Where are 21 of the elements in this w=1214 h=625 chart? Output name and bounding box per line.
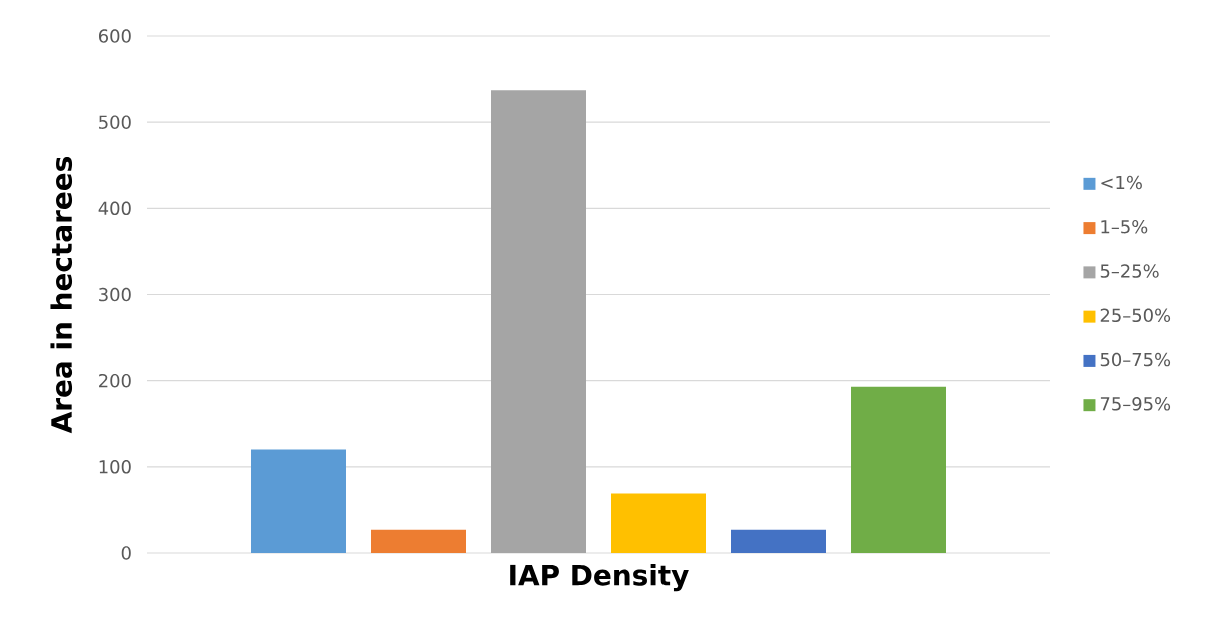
bar (731, 529, 826, 553)
y-tick-label: 600 (98, 29, 131, 43)
legend-label: <1% (1101, 175, 1142, 190)
y-tick-label: 300 (99, 287, 131, 302)
bar (611, 493, 706, 553)
y-tick-label: 400 (98, 201, 131, 216)
y-tick-label: 0 (121, 546, 131, 560)
bar (491, 90, 586, 553)
legend-label: 75–95% (1100, 397, 1171, 411)
legend-label: 1–5% (1101, 219, 1148, 234)
bar (250, 449, 346, 553)
y-tick-label: 500 (99, 115, 131, 129)
y-axis-title: Area in hectarees (50, 157, 73, 434)
y-tick-label: 200 (99, 373, 131, 388)
legend-label: 50–75% (1100, 352, 1171, 367)
x-axis-title: IAP Density (510, 564, 689, 592)
bar (851, 386, 946, 553)
legend-label: 5–25% (1100, 264, 1159, 278)
y-tick-label: 100 (99, 460, 131, 474)
legend-label: 25–50% (1100, 308, 1171, 323)
bar (370, 529, 466, 553)
